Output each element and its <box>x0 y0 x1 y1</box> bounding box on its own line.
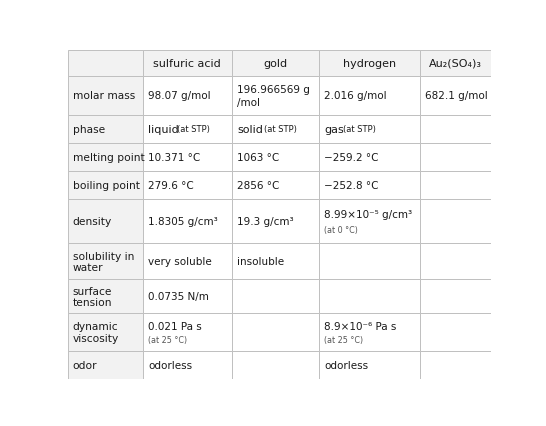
Text: liquid: liquid <box>148 124 179 135</box>
Bar <box>68 351 143 379</box>
Text: odorless: odorless <box>148 360 192 370</box>
Bar <box>420 171 491 199</box>
Bar <box>68 280 143 314</box>
Text: odorless: odorless <box>324 360 369 370</box>
Text: 196.966569 g
/mol: 196.966569 g /mol <box>238 85 310 107</box>
Text: solubility in
water: solubility in water <box>73 251 134 273</box>
Bar <box>232 51 319 77</box>
Text: phase: phase <box>73 124 105 135</box>
Bar <box>143 280 232 314</box>
Text: (at 25 °C): (at 25 °C) <box>324 335 364 344</box>
Bar <box>420 244 491 280</box>
Text: 8.9×10⁻⁶ Pa s: 8.9×10⁻⁶ Pa s <box>324 322 396 332</box>
Bar <box>319 199 420 244</box>
Bar <box>420 199 491 244</box>
Text: sulfuric acid: sulfuric acid <box>153 59 221 69</box>
Bar <box>232 171 319 199</box>
Bar <box>68 77 143 115</box>
Text: insoluble: insoluble <box>238 257 284 267</box>
Bar <box>319 144 420 171</box>
Text: (at 0 °C): (at 0 °C) <box>324 226 358 235</box>
Bar <box>143 77 232 115</box>
Text: solid: solid <box>238 124 263 135</box>
Text: 98.07 g/mol: 98.07 g/mol <box>148 91 211 101</box>
Bar <box>68 314 143 351</box>
Bar <box>232 115 319 144</box>
Bar <box>232 244 319 280</box>
Bar <box>68 51 143 77</box>
Bar <box>319 77 420 115</box>
Bar <box>232 77 319 115</box>
Bar <box>232 351 319 379</box>
Bar <box>420 77 491 115</box>
Bar <box>232 314 319 351</box>
Bar <box>232 280 319 314</box>
Bar <box>232 144 319 171</box>
Text: (at 25 °C): (at 25 °C) <box>148 335 187 344</box>
Text: 1063 °C: 1063 °C <box>238 153 280 162</box>
Bar <box>319 351 420 379</box>
Text: 19.3 g/cm³: 19.3 g/cm³ <box>238 216 294 227</box>
Text: 2856 °C: 2856 °C <box>238 180 280 190</box>
Text: odor: odor <box>73 360 97 370</box>
Bar <box>420 115 491 144</box>
Bar <box>68 244 143 280</box>
Text: gold: gold <box>263 59 287 69</box>
Text: molar mass: molar mass <box>73 91 135 101</box>
Bar <box>68 171 143 199</box>
Bar <box>68 199 143 244</box>
Text: gas: gas <box>324 124 344 135</box>
Bar <box>143 244 232 280</box>
Bar <box>143 351 232 379</box>
Text: 279.6 °C: 279.6 °C <box>148 180 194 190</box>
Text: (at STP): (at STP) <box>264 125 296 134</box>
Bar <box>319 314 420 351</box>
Bar <box>143 144 232 171</box>
Text: 0.021 Pa s: 0.021 Pa s <box>148 322 201 332</box>
Bar <box>68 144 143 171</box>
Text: 682.1 g/mol: 682.1 g/mol <box>425 91 488 101</box>
Text: density: density <box>73 216 112 227</box>
Bar <box>143 199 232 244</box>
Bar <box>319 51 420 77</box>
Text: 0.0735 N/m: 0.0735 N/m <box>148 292 209 302</box>
Bar <box>143 171 232 199</box>
Text: hydrogen: hydrogen <box>343 59 396 69</box>
Bar <box>420 144 491 171</box>
Text: −259.2 °C: −259.2 °C <box>324 153 379 162</box>
Bar <box>143 314 232 351</box>
Bar <box>420 280 491 314</box>
Text: 1.8305 g/cm³: 1.8305 g/cm³ <box>148 216 218 227</box>
Bar <box>68 115 143 144</box>
Text: boiling point: boiling point <box>73 180 140 190</box>
Text: very soluble: very soluble <box>148 257 212 267</box>
Bar <box>232 199 319 244</box>
Text: (at STP): (at STP) <box>343 125 376 134</box>
Bar <box>420 51 491 77</box>
Bar <box>420 314 491 351</box>
Bar <box>143 115 232 144</box>
Text: 8.99×10⁻⁵ g/cm³: 8.99×10⁻⁵ g/cm³ <box>324 210 412 220</box>
Bar <box>319 280 420 314</box>
Bar <box>143 51 232 77</box>
Bar <box>420 351 491 379</box>
Text: dynamic
viscosity: dynamic viscosity <box>73 322 119 343</box>
Text: 10.371 °C: 10.371 °C <box>148 153 200 162</box>
Text: Au₂(SO₄)₃: Au₂(SO₄)₃ <box>429 59 482 69</box>
Bar <box>319 171 420 199</box>
Bar <box>319 244 420 280</box>
Text: 2.016 g/mol: 2.016 g/mol <box>324 91 387 101</box>
Bar <box>319 115 420 144</box>
Text: melting point: melting point <box>73 153 144 162</box>
Text: −252.8 °C: −252.8 °C <box>324 180 379 190</box>
Text: (at STP): (at STP) <box>177 125 210 134</box>
Text: surface
tension: surface tension <box>73 286 112 308</box>
